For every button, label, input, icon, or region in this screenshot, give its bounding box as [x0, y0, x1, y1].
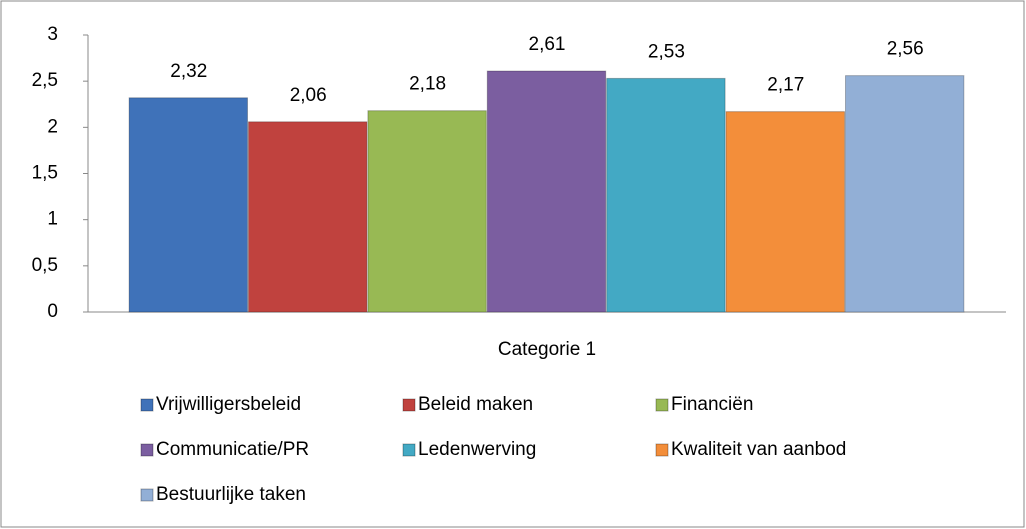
legend-label: Kwaliteit van aanbod	[671, 439, 846, 460]
bar	[367, 110, 487, 313]
bar	[845, 75, 965, 313]
bar	[725, 111, 845, 313]
y-tick-label: 0,5	[32, 255, 58, 276]
y-tick-label: 2,5	[32, 70, 58, 91]
bar	[486, 70, 607, 313]
legend-marker	[655, 443, 669, 457]
value-label: 2,56	[887, 39, 924, 60]
bar	[128, 97, 249, 313]
legend-marker	[402, 443, 416, 457]
value-label: 2,53	[648, 41, 685, 62]
bar	[248, 121, 368, 313]
legend-marker	[140, 443, 154, 457]
y-tick-label: 1,5	[32, 163, 58, 184]
value-label: 2,32	[170, 61, 207, 82]
legend-marker	[140, 398, 154, 412]
legend-label: Bestuurlijke taken	[156, 484, 306, 505]
legend-label: Financiën	[671, 394, 753, 415]
legend-label: Ledenwerving	[418, 439, 536, 460]
legend-marker	[402, 398, 416, 412]
value-label: 2,61	[529, 34, 566, 55]
legend-marker	[655, 398, 669, 412]
legend-label: Vrijwilligersbeleid	[156, 394, 301, 415]
y-tick-label: 0	[47, 301, 58, 322]
bar	[606, 77, 726, 313]
legend-label: Communicatie/PR	[156, 439, 309, 460]
value-label: 2,17	[767, 75, 804, 96]
legend-label: Beleid maken	[418, 394, 533, 415]
x-tick-label: Categorie 1	[498, 339, 596, 360]
legend-marker	[140, 488, 154, 502]
value-label: 2,18	[409, 74, 446, 95]
y-tick-label: 2	[47, 116, 58, 137]
y-tick-label: 3	[47, 24, 58, 45]
value-label: 2,06	[290, 85, 327, 106]
y-tick-label: 1	[47, 209, 58, 230]
